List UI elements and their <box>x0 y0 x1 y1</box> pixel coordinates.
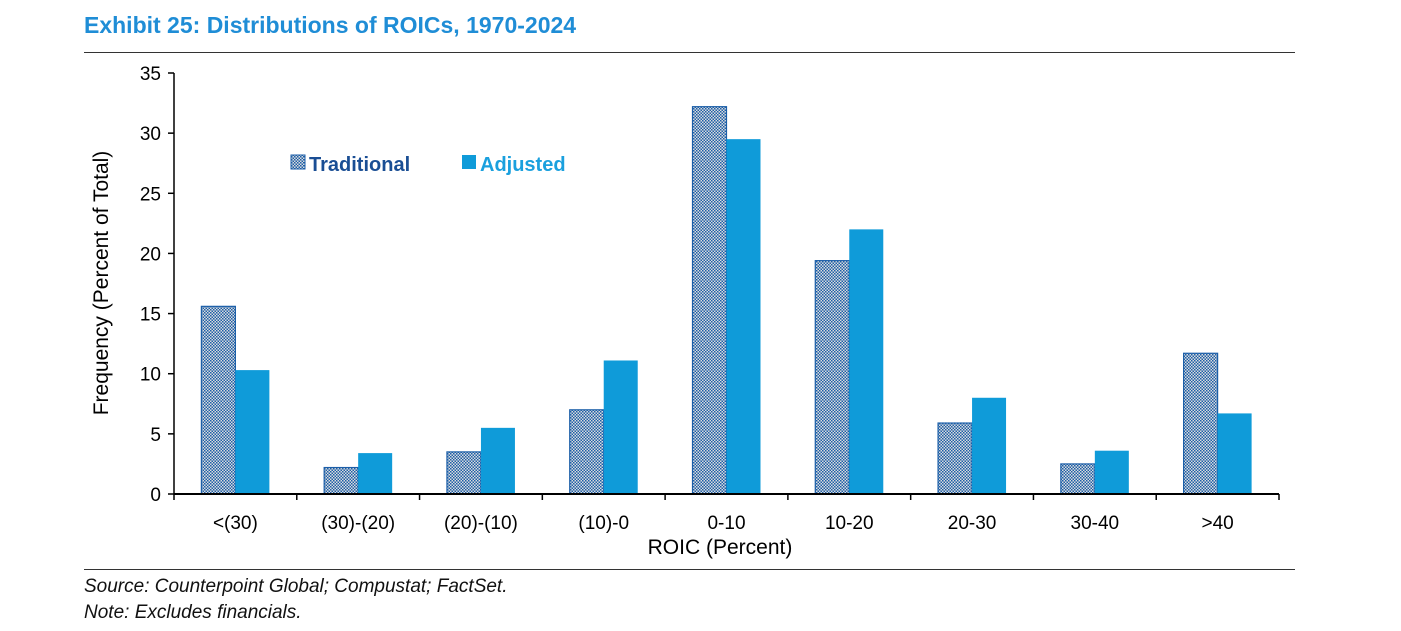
bar-adjusted-0 <box>235 370 270 494</box>
legend-label-traditional: Traditional <box>309 154 410 176</box>
bar-adjusted-4 <box>726 139 761 494</box>
source-note: Source: Counterpoint Global; Compustat; … <box>84 576 508 597</box>
title-rule <box>84 52 1295 53</box>
x-tick-label: 10-20 <box>825 513 874 534</box>
x-tick-label: <(30) <box>213 513 258 534</box>
x-tick-label: (10)-0 <box>578 513 629 534</box>
footer-rule <box>84 569 1295 570</box>
bar-adjusted-6 <box>972 397 1007 494</box>
bar-traditional-8 <box>1183 352 1219 495</box>
axes-layer: 0 5 10 15 20 25 30 35 <(30) (30)-(20) (20)-(10) (10… <box>140 64 1280 534</box>
x-tick-label: 30-40 <box>1071 513 1120 534</box>
y-tick-label: 20 <box>140 244 161 265</box>
x-tick-label: 20-30 <box>948 513 997 534</box>
bar-traditional-1 <box>323 466 359 495</box>
legend-label-adjusted: Adjusted <box>480 154 566 176</box>
bar-adjusted-5 <box>849 229 884 494</box>
legend-swatch-adjusted <box>462 155 476 169</box>
y-tick-label: 25 <box>140 184 161 205</box>
x-tick-label: (20)-(10) <box>444 513 518 534</box>
bar-adjusted-8 <box>1217 413 1252 494</box>
y-tick-label: 10 <box>140 365 161 386</box>
x-tick-label: (30)-(20) <box>321 513 395 534</box>
bar-traditional-7 <box>1060 463 1096 495</box>
bar-traditional-6 <box>937 422 973 495</box>
x-tick-label: 0-10 <box>707 513 745 534</box>
exclusion-note: Note: Excludes financials. <box>84 602 302 623</box>
bar-adjusted-1 <box>358 453 393 494</box>
y-tick-label: 15 <box>140 305 161 326</box>
roic-distribution-chart: 0 5 10 15 20 25 30 35 <(30) (30)-(20) (20)-(10) (10… <box>90 64 1280 559</box>
bars-layer <box>200 106 1252 495</box>
bar-traditional-0 <box>200 305 236 495</box>
y-tick-label: 0 <box>150 485 161 506</box>
x-axis-title: ROIC (Percent) <box>648 536 793 559</box>
y-tick-label: 35 <box>140 64 161 85</box>
y-tick-label: 5 <box>150 425 161 446</box>
bar-adjusted-3 <box>603 360 638 494</box>
bar-traditional-3 <box>569 409 605 495</box>
legend: Traditional Adjusted <box>290 154 566 176</box>
bar-adjusted-7 <box>1094 450 1129 494</box>
y-axis-title: Frequency (Percent of Total) <box>90 151 113 416</box>
exhibit-title: Exhibit 25: Distributions of ROICs, 1970… <box>84 12 577 38</box>
x-tick-label: >40 <box>1201 513 1233 534</box>
bar-traditional-4 <box>691 106 728 495</box>
bar-adjusted-2 <box>480 427 515 494</box>
bar-traditional-5 <box>814 260 850 495</box>
bar-traditional-2 <box>446 451 482 495</box>
legend-swatch-traditional <box>290 154 306 170</box>
y-tick-label: 30 <box>140 124 161 145</box>
